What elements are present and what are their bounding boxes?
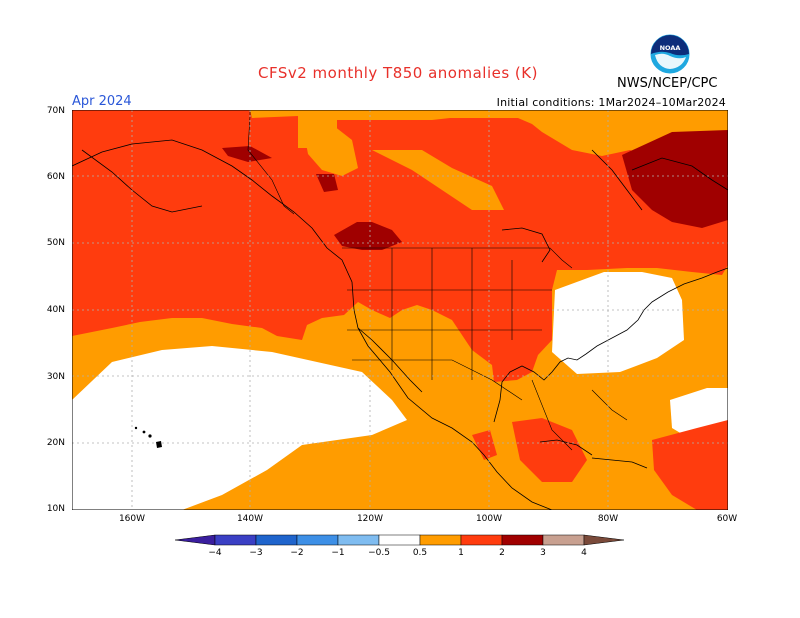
anomaly-region-1-2-mexico <box>472 430 497 460</box>
map-title: CFSv2 monthly T850 anomalies (K) <box>258 64 538 82</box>
lon-label-160w: 160W <box>118 514 146 524</box>
color-legend <box>175 534 625 546</box>
legend-swatch-0.5-1 <box>419 534 462 546</box>
anomaly-region-2-3-yukon <box>222 146 272 162</box>
noaa-logo-icon: NOAA <box>649 33 691 75</box>
lat-label-30n: 30N <box>46 372 65 382</box>
legend-tick: −0.5 <box>368 548 390 558</box>
legend-swatch-below-4 <box>175 534 216 546</box>
legend-tick: 4 <box>581 548 587 558</box>
anomaly-map <box>72 110 728 510</box>
lon-label-120w: 120W <box>356 514 384 524</box>
anomaly-region-1-2-southeast <box>652 420 728 510</box>
anomaly-region-2-3-rockies <box>334 222 402 250</box>
anomaly-region-0.5-1-hudson <box>372 150 504 210</box>
lat-label-70n: 70N <box>46 106 65 116</box>
lat-label-10n: 10N <box>46 504 65 514</box>
anomaly-region-2-3-bc <box>316 174 338 192</box>
legend-tick: 2 <box>499 548 505 558</box>
legend-swatch-1-2 <box>460 534 503 546</box>
legend-swatch-3-4 <box>542 534 585 546</box>
legend-tick: 3 <box>540 548 546 558</box>
legend-swatch-2-3 <box>501 534 544 546</box>
forecast-month: Apr 2024 <box>72 94 132 109</box>
legend-swatch-3-2 <box>255 534 298 546</box>
legend-swatch-4-3 <box>214 534 257 546</box>
lat-label-60n: 60N <box>46 172 65 182</box>
anomaly-region-neutral-pacific <box>72 346 407 510</box>
graticule <box>72 110 728 510</box>
lat-label-50n: 50N <box>46 238 65 248</box>
legend-swatch-neutral <box>378 534 421 546</box>
lon-label-140w: 140W <box>236 514 264 524</box>
legend-tick: 0.5 <box>412 548 428 558</box>
legend-swatch-1-0.5 <box>337 534 380 546</box>
anomaly-region-0.5-1-north <box>302 122 358 176</box>
legend-swatch-above-4 <box>583 534 625 546</box>
lon-label-60w: 60W <box>716 514 738 524</box>
lon-label-100w: 100W <box>475 514 503 524</box>
legend-tick: −3 <box>249 548 263 558</box>
legend-tick: −4 <box>208 548 222 558</box>
legend-tick: −2 <box>290 548 304 558</box>
noaa-logo-text: NOAA <box>660 44 681 52</box>
political-borders <box>247 110 628 451</box>
agency-label: NWS/NCEP/CPC <box>617 76 718 91</box>
anomaly-region-1-2-caribbean <box>512 418 587 482</box>
anomaly-region-2-3-labrador <box>622 130 728 228</box>
lat-label-20n: 20N <box>46 438 65 448</box>
anomaly-region-neutral-east <box>552 272 684 374</box>
lat-label-40n: 40N <box>46 305 65 315</box>
legend-tick: −1 <box>331 548 345 558</box>
anomaly-region-1-2 <box>72 110 728 382</box>
legend-tick: 1 <box>458 548 464 558</box>
lon-label-80w: 80W <box>597 514 619 524</box>
hawaii-islands <box>134 426 162 448</box>
initial-conditions: Initial conditions: 1Mar2024–10Mar2024 <box>496 96 726 109</box>
coastlines <box>72 139 728 510</box>
legend-swatch-2-1 <box>296 534 339 546</box>
